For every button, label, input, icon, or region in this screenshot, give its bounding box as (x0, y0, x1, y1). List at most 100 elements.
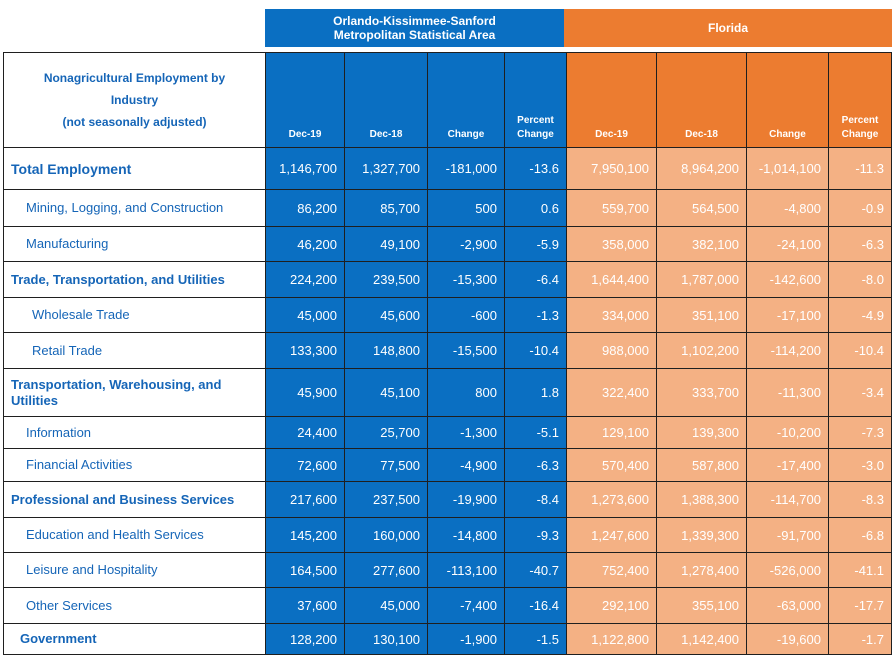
cell-orl-percent-change: -6.4 (504, 261, 567, 298)
table-row: Mining, Logging, and Construction 86,200 8… (3, 189, 892, 227)
col-orl-percent-change: Percent Change (504, 52, 567, 148)
cell-orl-percent-change: -1.3 (504, 297, 567, 333)
table-row: Total Employment 1,146,700 1,327,700 -181,0… (3, 147, 892, 190)
cell-fl-change: -17,400 (746, 448, 829, 482)
cell-fl-change: -63,000 (746, 587, 829, 624)
cell-fl-percent-change: -8.3 (828, 481, 892, 518)
table-row: Education and Health Services 145,200 160,… (3, 517, 892, 553)
cell-fl-dec18: 587,800 (656, 448, 747, 482)
cell-fl-percent-change: -6.3 (828, 226, 892, 262)
table-row: Leisure and Hospitality 164,500 277,600 -11… (3, 552, 892, 588)
cell-fl-change: -142,600 (746, 261, 829, 298)
cell-fl-change: -11,300 (746, 368, 829, 417)
industry-label: Total Employment (3, 147, 266, 190)
cell-fl-dec19: 292,100 (566, 587, 657, 624)
cell-fl-change: -24,100 (746, 226, 829, 262)
cell-fl-change: -91,700 (746, 517, 829, 553)
cell-orl-change: -14,800 (427, 517, 505, 553)
col-orl-dec19: Dec-19 (265, 52, 345, 148)
cell-fl-dec19: 1,644,400 (566, 261, 657, 298)
cell-fl-percent-change: -0.9 (828, 189, 892, 227)
cell-fl-change: -114,200 (746, 332, 829, 369)
cell-fl-change: -10,200 (746, 416, 829, 449)
col-fl-dec18: Dec-18 (656, 52, 747, 148)
table-title-line: Nonagricultural Employment by (43, 71, 226, 85)
industry-label: Transportation, Warehousing, and Utiliti… (3, 368, 266, 417)
industry-label: Financial Activities (3, 448, 266, 482)
cell-fl-dec18: 1,278,400 (656, 552, 747, 588)
cell-fl-percent-change: -3.0 (828, 448, 892, 482)
cell-fl-dec18: 1,102,200 (656, 332, 747, 369)
cell-fl-dec19: 988,000 (566, 332, 657, 369)
industry-label: Other Services (3, 587, 266, 624)
cell-orl-dec19: 45,000 (265, 297, 345, 333)
cell-fl-dec19: 570,400 (566, 448, 657, 482)
cell-orl-change: -600 (427, 297, 505, 333)
cell-orl-dec18: 45,000 (344, 587, 428, 624)
cell-fl-change: -19,600 (746, 623, 829, 655)
cell-fl-dec18: 355,100 (656, 587, 747, 624)
cell-fl-dec19: 334,000 (566, 297, 657, 333)
cell-orl-percent-change: 1.8 (504, 368, 567, 417)
cell-orl-percent-change: -8.4 (504, 481, 567, 518)
cell-orl-change: 800 (427, 368, 505, 417)
cell-fl-dec19: 1,273,600 (566, 481, 657, 518)
cell-orl-change: -4,900 (427, 448, 505, 482)
industry-label: Mining, Logging, and Construction (3, 189, 266, 227)
cell-orl-change: -15,300 (427, 261, 505, 298)
industry-label: Professional and Business Services (3, 481, 266, 518)
cell-orl-dec18: 1,327,700 (344, 147, 428, 190)
cell-fl-dec18: 1,339,300 (656, 517, 747, 553)
col-orl-change: Change (427, 52, 505, 148)
industry-label: Retail Trade (3, 332, 266, 369)
cell-orl-dec18: 130,100 (344, 623, 428, 655)
cell-fl-dec18: 333,700 (656, 368, 747, 417)
cell-fl-percent-change: -6.8 (828, 517, 892, 553)
cell-orl-dec18: 148,800 (344, 332, 428, 369)
cell-fl-dec19: 7,950,100 (566, 147, 657, 190)
orlando-msa-group-header: Orlando-Kissimmee-Sanford Metropolitan S… (265, 9, 564, 47)
cell-orl-change: -2,900 (427, 226, 505, 262)
cell-orl-percent-change: -1.5 (504, 623, 567, 655)
cell-orl-dec18: 237,500 (344, 481, 428, 518)
cell-orl-dec19: 24,400 (265, 416, 345, 449)
cell-fl-dec18: 382,100 (656, 226, 747, 262)
cell-fl-percent-change: -7.3 (828, 416, 892, 449)
cell-orl-percent-change: -6.3 (504, 448, 567, 482)
cell-orl-change: -7,400 (427, 587, 505, 624)
cell-fl-change: -526,000 (746, 552, 829, 588)
table-row: Trade, Transportation, and Utilities 224,… (3, 261, 892, 298)
cell-orl-dec18: 160,000 (344, 517, 428, 553)
cell-orl-change: 500 (427, 189, 505, 227)
table-row: Transportation, Warehousing, and Utiliti… (3, 368, 892, 417)
industry-label: Information (3, 416, 266, 449)
cell-orl-percent-change: -13.6 (504, 147, 567, 190)
cell-orl-change: -19,900 (427, 481, 505, 518)
cell-orl-percent-change: -10.4 (504, 332, 567, 369)
cell-orl-percent-change: -5.1 (504, 416, 567, 449)
col-orl-dec18: Dec-18 (344, 52, 428, 148)
florida-group-header: Florida (564, 9, 892, 47)
table-row: Information 24,400 25,700 -1,300 -5.1 129,100… (3, 416, 892, 449)
cell-orl-dec19: 1,146,700 (265, 147, 345, 190)
table-row: Professional and Business Services 217,60… (3, 481, 892, 518)
cell-fl-percent-change: -17.7 (828, 587, 892, 624)
cell-orl-dec18: 85,700 (344, 189, 428, 227)
cell-fl-dec18: 351,100 (656, 297, 747, 333)
cell-orl-percent-change: -9.3 (504, 517, 567, 553)
cell-orl-dec19: 37,600 (265, 587, 345, 624)
cell-fl-change: -17,100 (746, 297, 829, 333)
employment-table: Nonagricultural Employment by Industry (… (3, 52, 892, 655)
industry-label: Leisure and Hospitality (3, 552, 266, 588)
table-row: Retail Trade 133,300 148,800 -15,500 -10.4 98… (3, 332, 892, 369)
cell-orl-dec18: 45,600 (344, 297, 428, 333)
table-title-cell: Nonagricultural Employment by Industry (… (3, 52, 266, 148)
cell-orl-change: -181,000 (427, 147, 505, 190)
cell-orl-change: -15,500 (427, 332, 505, 369)
cell-orl-percent-change: -5.9 (504, 226, 567, 262)
cell-orl-percent-change: 0.6 (504, 189, 567, 227)
cell-fl-dec19: 1,122,800 (566, 623, 657, 655)
cell-fl-dec18: 139,300 (656, 416, 747, 449)
cell-fl-percent-change: -11.3 (828, 147, 892, 190)
cell-orl-dec19: 46,200 (265, 226, 345, 262)
